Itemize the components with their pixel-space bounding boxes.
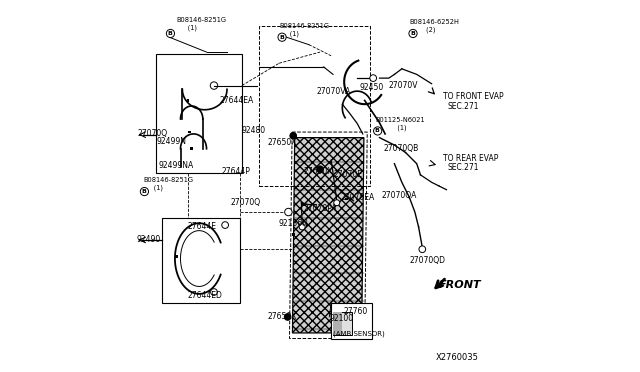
Text: 92450: 92450 — [359, 83, 383, 92]
Text: 27650X: 27650X — [268, 138, 298, 147]
Text: 27644ED: 27644ED — [188, 291, 223, 300]
Bar — [156, 54, 242, 173]
Bar — [330, 161, 332, 163]
Circle shape — [419, 246, 426, 253]
Circle shape — [278, 33, 286, 41]
Text: SEC.271: SEC.271 — [447, 163, 479, 172]
Bar — [331, 303, 372, 339]
Circle shape — [374, 127, 381, 135]
Circle shape — [317, 166, 323, 173]
Text: 92480: 92480 — [242, 126, 266, 135]
Circle shape — [222, 222, 228, 228]
Bar — [259, 26, 370, 186]
Text: 92136N: 92136N — [278, 219, 308, 228]
Text: 27650X: 27650X — [268, 312, 298, 321]
Polygon shape — [292, 138, 364, 333]
Text: 92499N: 92499N — [156, 137, 186, 146]
Text: 27070QD: 27070QD — [410, 256, 445, 265]
Circle shape — [140, 187, 148, 196]
Text: B: B — [375, 128, 380, 134]
Circle shape — [166, 29, 175, 38]
Text: FRONT: FRONT — [439, 280, 482, 289]
Text: 27070V: 27070V — [389, 81, 419, 90]
Circle shape — [211, 82, 218, 89]
Text: 92100: 92100 — [330, 314, 353, 323]
Text: (AMB SENSOR): (AMB SENSOR) — [333, 331, 385, 337]
Text: B01125-N6021
          (1): B01125-N6021 (1) — [376, 118, 426, 131]
Circle shape — [211, 289, 218, 295]
Circle shape — [284, 314, 291, 320]
Bar — [162, 218, 240, 303]
Bar — [292, 233, 294, 236]
Text: 27070QA: 27070QA — [381, 191, 417, 200]
Text: B08146-8251G
     (1): B08146-8251G (1) — [279, 23, 329, 36]
Circle shape — [334, 200, 340, 206]
Bar — [346, 198, 348, 200]
Text: 27650X: 27650X — [303, 167, 333, 176]
Text: 27070EA: 27070EA — [340, 193, 374, 202]
Bar — [302, 203, 305, 206]
Text: 27644EA: 27644EA — [220, 96, 254, 105]
Bar — [175, 255, 178, 258]
Text: 27070E: 27070E — [333, 170, 362, 179]
Circle shape — [299, 224, 305, 230]
Circle shape — [370, 75, 376, 81]
Circle shape — [409, 29, 417, 38]
Text: 27644E: 27644E — [188, 222, 217, 231]
Text: TO REAR EVAP: TO REAR EVAP — [443, 154, 498, 163]
Text: SEC.271: SEC.271 — [447, 102, 479, 110]
Text: B08146-8251G
     (1): B08146-8251G (1) — [143, 177, 193, 191]
Text: 92499NA: 92499NA — [158, 161, 193, 170]
Circle shape — [285, 208, 292, 216]
Bar — [333, 312, 342, 335]
Text: 92490: 92490 — [137, 235, 161, 244]
Text: 27070Q: 27070Q — [231, 198, 261, 207]
Text: B: B — [279, 35, 284, 40]
Text: 27070PA: 27070PA — [303, 204, 337, 213]
Text: B08146-8251G
     (1): B08146-8251G (1) — [177, 17, 227, 31]
Bar — [190, 147, 193, 150]
Text: X2760035: X2760035 — [436, 353, 479, 362]
Text: B: B — [168, 31, 173, 36]
Text: 27070QB: 27070QB — [383, 144, 419, 153]
Bar — [189, 131, 191, 133]
Text: 27644P: 27644P — [221, 167, 250, 176]
Bar — [333, 312, 351, 335]
Text: 27070VA: 27070VA — [316, 87, 351, 96]
Text: B08146-6252H
        (2): B08146-6252H (2) — [410, 19, 459, 33]
Text: 27760: 27760 — [343, 307, 367, 316]
Text: B: B — [410, 31, 415, 36]
Text: B: B — [141, 189, 147, 194]
Text: TO FRONT EVAP: TO FRONT EVAP — [443, 92, 504, 101]
Circle shape — [290, 132, 296, 139]
Text: 27070Q: 27070Q — [138, 129, 168, 138]
Bar — [187, 99, 189, 102]
